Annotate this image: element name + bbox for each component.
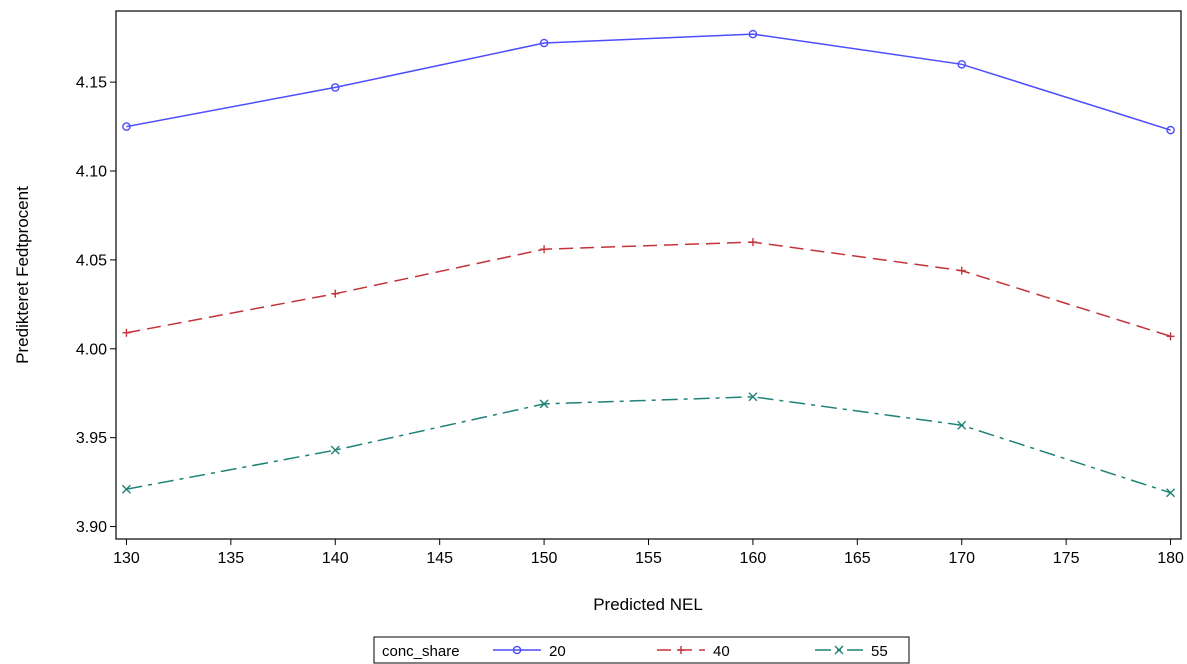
y-tick-label: 4.15 xyxy=(76,75,107,92)
marker-x-b xyxy=(748,392,758,402)
data-point-55 xyxy=(121,484,131,494)
data-point-55 xyxy=(748,392,758,402)
y-tick-label: 3.95 xyxy=(76,430,107,447)
data-point-40 xyxy=(122,328,131,337)
legend: conc_share 20 40 55 xyxy=(373,636,910,664)
series-line-40 xyxy=(126,241,1171,338)
series-lines xyxy=(126,33,1171,494)
marker-circle xyxy=(330,83,340,92)
data-point-20 xyxy=(122,122,131,131)
data-point-55 xyxy=(1166,488,1176,498)
x-tick-label: 165 xyxy=(844,550,871,567)
y-tick-label: 4.00 xyxy=(76,341,107,358)
legend-label-40: 40 xyxy=(713,643,730,660)
marker-x-b xyxy=(957,420,967,430)
marker-circle xyxy=(512,645,522,655)
legend-marker-55 xyxy=(834,645,844,655)
data-point-40 xyxy=(540,245,549,254)
data-point-55 xyxy=(957,420,967,430)
x-tick-label: 160 xyxy=(740,550,767,567)
x-tick-label: 155 xyxy=(635,550,662,567)
marker-circle xyxy=(122,122,131,131)
legend-title: conc_share xyxy=(382,643,460,660)
x-axis-title: Predicted NEL xyxy=(593,595,703,614)
legend-marker-40 xyxy=(677,646,685,654)
y-tick-label: 4.05 xyxy=(76,252,107,269)
marker-x-b xyxy=(834,645,844,655)
legend-frame xyxy=(373,636,910,664)
x-tick-label: 175 xyxy=(1053,550,1080,567)
marker-circle xyxy=(539,38,549,48)
marker-x-b xyxy=(1166,488,1176,498)
data-point-40 xyxy=(748,238,757,247)
data-point-40 xyxy=(1166,332,1175,341)
x-tick-label: 145 xyxy=(426,550,453,567)
plot-frame xyxy=(115,10,1182,540)
marker-x-b xyxy=(121,484,131,494)
data-point-55 xyxy=(330,445,340,455)
legend-label-55: 55 xyxy=(871,643,888,660)
data-point-20 xyxy=(748,29,758,39)
data-point-20 xyxy=(330,83,340,92)
data-point-20 xyxy=(957,60,967,69)
data-point-20 xyxy=(1166,125,1175,135)
legend-label-20: 20 xyxy=(549,643,566,660)
series-markers xyxy=(121,29,1176,498)
y-axis-title: Predikteret Fedtprocent xyxy=(13,186,32,364)
data-point-20 xyxy=(539,38,549,48)
data-point-55 xyxy=(539,399,549,409)
x-tick-label: 130 xyxy=(113,550,140,567)
legend-entries: 20 40 55 xyxy=(493,643,888,660)
x-tick-label: 140 xyxy=(322,550,349,567)
x-tick-label: 135 xyxy=(218,550,245,567)
y-axis: 3.90 3.95 4.00 4.05 4.10 4.15 xyxy=(76,75,116,536)
marker-circle xyxy=(1166,125,1175,135)
y-tick-label: 3.90 xyxy=(76,519,107,536)
legend-marker-20 xyxy=(512,645,522,655)
marker-circle xyxy=(748,29,758,39)
data-point-40 xyxy=(957,266,966,275)
marker-x-b xyxy=(539,399,549,409)
x-tick-label: 150 xyxy=(531,550,558,567)
series-line-20 xyxy=(126,33,1171,131)
x-axis: 130 135 140 145 150 155 160 165 170 175 180 xyxy=(113,539,1184,567)
y-tick-label: 4.10 xyxy=(76,164,107,181)
series-line-55 xyxy=(126,396,1171,494)
marker-x-b xyxy=(330,445,340,455)
marker-circle xyxy=(957,60,967,69)
data-point-40 xyxy=(331,289,340,298)
x-tick-label: 170 xyxy=(948,550,975,567)
x-tick-label: 180 xyxy=(1157,550,1184,567)
